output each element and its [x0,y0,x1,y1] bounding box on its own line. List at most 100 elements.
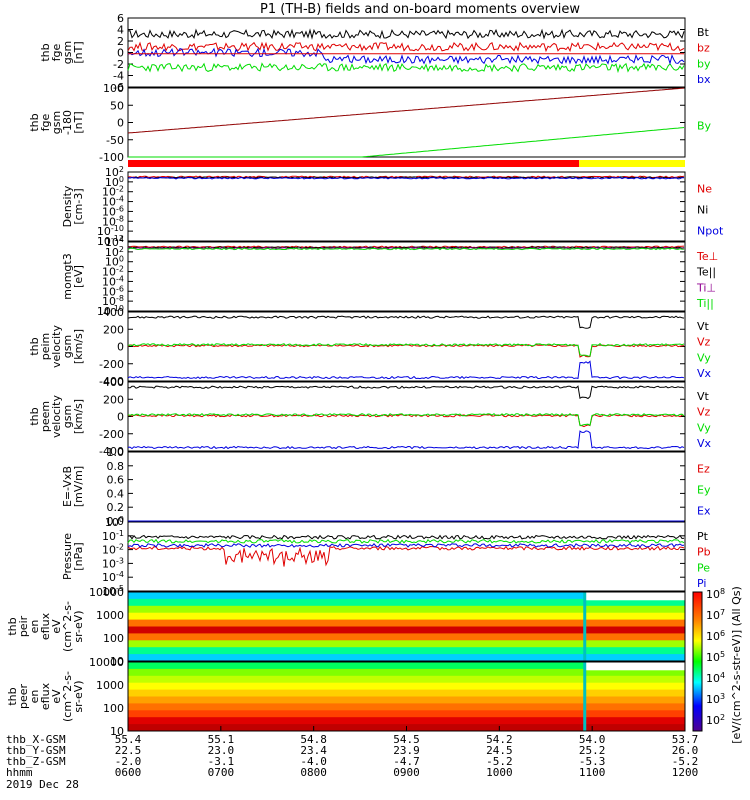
panel-frame [127,381,686,452]
series-Pe [127,538,685,544]
heatmap-band [128,689,685,697]
bottom-value: 1100 [579,766,606,779]
ylabel-2: fge [39,113,52,131]
series-Npot [128,176,684,180]
tick-label: 10 [110,725,124,738]
status-bar-yellow [579,160,685,167]
bottom-value: -3.1 [208,755,235,768]
series-bx [127,47,685,66]
heatmap-band [128,612,685,621]
series-Vy [127,412,685,427]
colorbar-tick: 103 [706,692,725,706]
bottom-value: 23.4 [300,744,327,757]
ylabel-1: gsm [61,41,74,64]
bottom-value: 54.8 [300,733,327,746]
heatmap-band [128,703,685,711]
tick-label: -2 [113,58,124,71]
bottom-value: 23.9 [393,744,420,757]
legend-by: by [697,57,711,70]
series-Vy [127,343,685,357]
tick-label: 0.8 [107,460,125,473]
ylabel-2: gsm [50,111,63,134]
ylabel-5: peim [39,333,52,361]
bottom-value: 0800 [300,766,327,779]
series-Pt [127,534,685,540]
panel-frame [127,451,686,522]
legend-Vx: Vx [697,437,712,450]
heatmap-band [128,717,685,725]
legend-Vz: Vz [697,336,711,349]
bottom-value: 55.1 [208,733,235,746]
bottom-value: -4.7 [393,755,420,768]
bottom-axis: thb_X-GSM 55.4 55.1 54.8 54.5 54.2 54.0 53.7 thb… [6,726,698,791]
ylabel-9: sr-eV) [72,610,85,642]
legend-Ex: Ex [697,505,711,518]
tick-label: -100 [99,151,124,164]
ylabel-9: thb [6,617,19,635]
legend-bz: bz [697,42,710,55]
tick-label: 0.4 [107,487,125,500]
series-Ti⊥ [127,246,685,250]
legend-Ez: Ez [697,463,710,476]
tick-label: 0.0 [107,515,125,528]
bottom-row-label: thb_Y-GSM [6,744,66,757]
panel-frame [127,521,686,592]
ylabel-6: velocity [50,395,63,438]
heatmap-band [128,675,685,684]
panel-frame [127,591,686,662]
ylabel-6: [km/s] [72,399,85,434]
legend-Vy: Vy [697,351,711,364]
legend-Ni: Ni [697,204,708,217]
tick-label: 0 [117,411,124,424]
ylabel-8: [nPa] [72,542,85,570]
ylabel-10: sr-eV) [72,680,85,712]
chart-title: P1 (TH-B) fields and on-board moments ov… [260,2,580,17]
bottom-value: -2.0 [115,755,142,768]
tick-label: 1000 [96,609,124,622]
ylabel-7: E=-VxB [61,466,74,507]
ylabel-8: Pressure [61,533,74,580]
ylabel-5: [km/s] [72,329,85,364]
tick-label: 1000 [96,679,124,692]
panels: thbfgegsm[nT]6420-2-4-6Btbzbybxthbfgegsm… [6,12,743,744]
bottom-value: 54.5 [393,733,420,746]
bottom-value: 0900 [393,766,420,779]
tick-label: 0.2 [107,501,125,514]
tick-label: -200 [99,358,124,371]
ylabel-10: eV [50,689,63,704]
panel-frame [127,171,686,242]
ylabel-9: peir [17,615,30,637]
tick-label: 10000 [89,586,124,599]
heatmap-band [128,654,685,662]
bottom-date: 2019 Dec 28 [6,778,79,791]
series-Vt [127,385,685,400]
ylabel-5: velocity [50,325,63,368]
series-bz [127,41,685,53]
bottom-value: 23.0 [208,744,235,757]
legend-Pi: Pi [697,577,706,590]
legend-Ne: Ne [697,183,712,196]
ylabel-5: gsm [61,335,74,358]
tick-label: 100 [103,82,124,95]
tick-label: 100 [103,632,124,645]
ylabel-10: en [28,690,41,704]
series-Bz-trend [127,87,685,134]
panel-frame [127,17,686,88]
tick-label: 10-3 [102,556,124,570]
legend-Npot: Npot [697,225,724,238]
panel-7: E=-VxB[mV/m] 1.00.80.60.40.20.0 Ez Ey Ex [61,446,711,528]
heatmap-band [128,682,685,691]
legend-Vt: Vt [697,320,710,333]
ylabel-9: (cm^2-s- [61,601,74,652]
ylabel-1: fge [50,43,63,61]
heatmap-band [128,668,685,677]
legend-Pt: Pt [697,530,709,543]
bottom-value: 0600 [115,766,142,779]
bottom-value: -4.0 [300,755,327,768]
heatmap-band [128,626,685,634]
bottom-value: 24.5 [486,744,513,757]
tick-label: -4 [113,70,124,83]
series-Vz [127,413,685,428]
